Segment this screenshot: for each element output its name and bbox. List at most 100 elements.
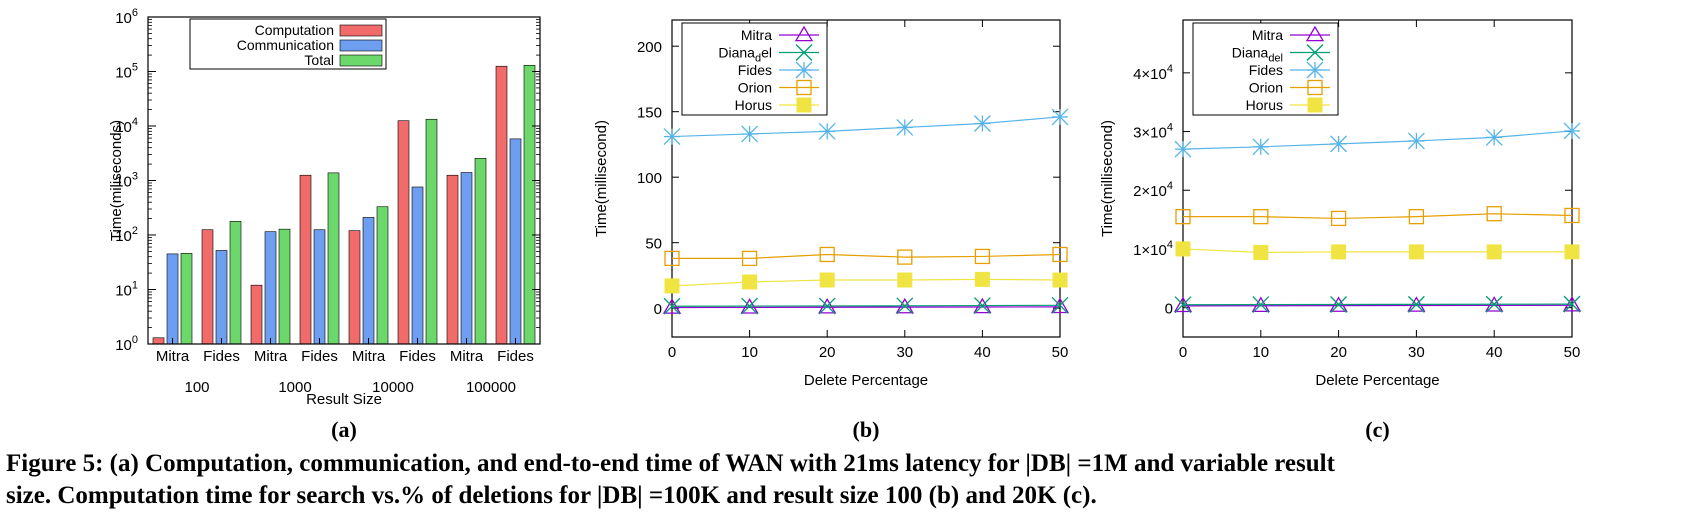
- x-tick-label-b: 10: [741, 344, 758, 361]
- bar-computation-7: [495, 65, 508, 345]
- bar-communication-4: [362, 217, 375, 345]
- series-diana-b: [663, 296, 1069, 315]
- x-category-label: Mitra: [254, 348, 288, 365]
- legend-label-c: Mitra: [1252, 27, 1283, 43]
- data-point: [818, 122, 836, 140]
- data-point: [1253, 244, 1269, 260]
- y-tick-label-a: 104: [115, 116, 138, 136]
- legend-swatch-a: [339, 54, 383, 67]
- series-line: [671, 306, 1061, 309]
- plot-frame-c: [1182, 19, 1573, 338]
- x-axis-label-a: Result Size: [306, 391, 382, 408]
- legend-marker-c: [1306, 44, 1324, 61]
- data-point: [741, 125, 759, 143]
- bar-communication-0: [166, 253, 179, 345]
- legend-marker-b: [795, 44, 813, 61]
- legend-marker-c: [1305, 25, 1325, 42]
- y-tick-label-b: 150: [637, 105, 662, 122]
- series-line: [671, 116, 1061, 138]
- legend-label-b: Orion: [738, 80, 772, 96]
- series-line: [672, 253, 1061, 260]
- y-tick-label-a: 103: [115, 171, 138, 191]
- legend-label-b: Horus: [735, 97, 772, 113]
- data-point: [1051, 296, 1069, 314]
- series-diana-c: [1174, 295, 1581, 314]
- y-tick-label-c: 0: [1165, 301, 1173, 318]
- data-point: [664, 278, 680, 294]
- data-point: [818, 297, 836, 315]
- data-point: [1331, 244, 1347, 260]
- x-group-label: 10000: [372, 379, 414, 396]
- bar-computation-0: [152, 337, 165, 345]
- x-axis-label-b: Delete Percentage: [804, 372, 928, 389]
- bar-computation-5: [397, 120, 410, 345]
- x-category-label: Fides: [497, 348, 534, 365]
- data-point: [1252, 296, 1270, 314]
- data-point: [1485, 295, 1503, 313]
- legend-label-a: Total: [304, 52, 334, 68]
- legend-marker-b: [796, 79, 812, 96]
- x-tick-label-b: 0: [668, 344, 676, 361]
- series-line: [1182, 130, 1573, 150]
- bar-computation-4: [348, 230, 361, 345]
- data-point: [1408, 244, 1424, 260]
- data-point: [896, 118, 914, 136]
- legend-label-a: Computation: [255, 22, 334, 38]
- panel-label-b: (b): [853, 417, 880, 442]
- x-category-label: Fides: [399, 348, 436, 365]
- series-line: [1182, 248, 1572, 254]
- data-point: [1408, 209, 1425, 225]
- series-line: [671, 278, 1061, 287]
- data-point: [1485, 128, 1503, 146]
- chart-c: 0 10 20 30 40 50 0 1×104 2×104 3×104 4×104 Mitra Dia…: [1099, 19, 1582, 442]
- y-tick-label-b: 100: [637, 170, 662, 187]
- bar-total-7: [523, 64, 536, 345]
- data-point: [741, 297, 759, 315]
- series-orion-c: [1175, 206, 1580, 227]
- bar-communication-7: [509, 138, 522, 345]
- x-tick-label-c: 20: [1330, 344, 1347, 361]
- legend-marker-b: [794, 25, 814, 42]
- series-line: [1182, 304, 1573, 307]
- bar-communication-1: [215, 250, 228, 345]
- data-point: [663, 297, 681, 315]
- data-point: [742, 274, 758, 290]
- data-point: [896, 297, 914, 315]
- y-tick-label-c: 3×104: [1133, 122, 1173, 142]
- legend-marker-b: [795, 61, 813, 79]
- x-group-label: 100: [184, 379, 209, 396]
- y-axis-label-c: Time(millisecond): [1099, 120, 1116, 237]
- x-tick-label-b: 40: [974, 344, 991, 361]
- data-point: [663, 128, 681, 146]
- legend-label-c: Horus: [1246, 97, 1283, 113]
- bar-computation-6: [446, 174, 459, 345]
- y-tick-label-b: 50: [645, 236, 662, 253]
- bar-total-2: [278, 228, 291, 345]
- y-tick-label-b: 0: [654, 301, 662, 318]
- data-point: [741, 250, 758, 267]
- data-point: [664, 250, 680, 267]
- x-group-label: 100000: [466, 379, 516, 396]
- bar-communication-6: [460, 172, 473, 345]
- data-point: [1407, 132, 1425, 150]
- legend-marker-c: [1307, 79, 1323, 96]
- series-fides-c: [1174, 122, 1581, 158]
- panel-label-a: (a): [331, 417, 357, 442]
- legend-label-a: Communication: [237, 37, 334, 53]
- bar-total-6: [474, 158, 487, 345]
- x-tick-label-b: 20: [819, 344, 836, 361]
- bar-computation-1: [201, 229, 214, 345]
- y-axis-label-b: Time(millisecond): [593, 120, 610, 237]
- legend-label-c: Fides: [1249, 62, 1283, 78]
- chart-a: 100 101 102 103 104 105 106 Mitra Fides Mitra Fide…: [108, 7, 541, 442]
- x-tick-label-c: 50: [1564, 344, 1581, 361]
- bar-total-0: [180, 253, 193, 345]
- caption-line-2: size. Computation time for search vs.% o…: [6, 482, 1097, 509]
- data-point: [1052, 246, 1068, 263]
- y-tick-label-a: 102: [115, 225, 138, 245]
- y-tick-label-b: 200: [637, 39, 662, 56]
- data-point: [1407, 295, 1425, 313]
- x-category-label: Mitra: [450, 348, 484, 365]
